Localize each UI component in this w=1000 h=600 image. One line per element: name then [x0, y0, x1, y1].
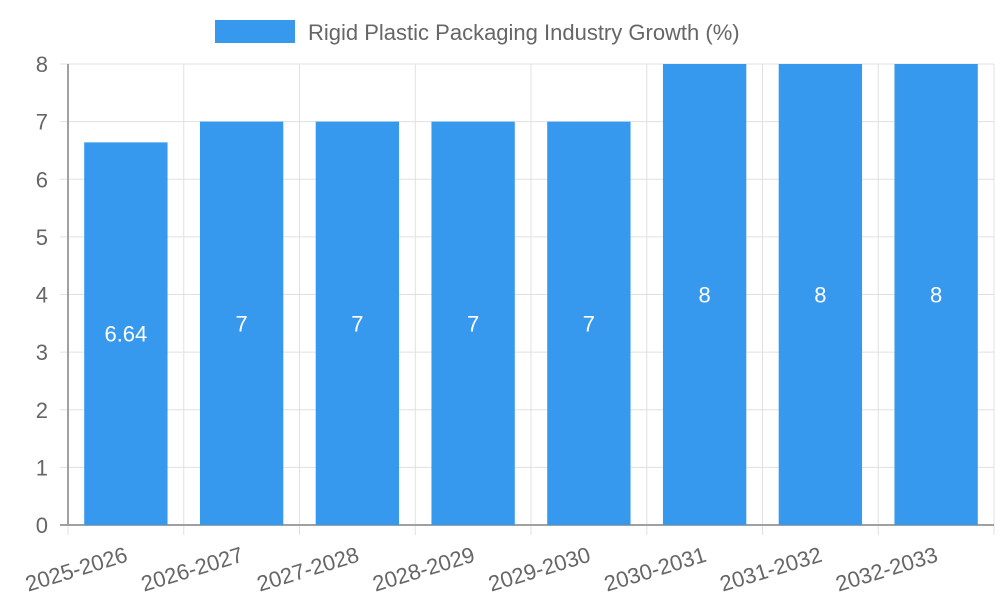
bar-value-label: 6.64	[104, 322, 147, 347]
x-tick-label: 2026-2027	[138, 542, 246, 597]
label-layer: 6.64 7 7 7 7 8 8 8	[104, 283, 942, 347]
legend[interactable]: Rigid Plastic Packaging Industry Growth …	[215, 20, 740, 45]
bar-value-label: 8	[814, 283, 826, 308]
bar-value-label: 7	[351, 311, 363, 336]
bar-value-label: 7	[583, 311, 595, 336]
y-tick-label: 3	[36, 340, 48, 365]
y-tick-label: 6	[36, 167, 48, 192]
x-tick-label: 2028-2029	[370, 542, 478, 597]
y-tick-label: 7	[36, 110, 48, 135]
x-tick-label: 2032-2033	[833, 542, 941, 597]
bar-value-label: 7	[467, 311, 479, 336]
y-tick-label: 2	[36, 398, 48, 423]
x-tick-label: 2025-2026	[22, 542, 130, 597]
y-tick-label: 8	[36, 52, 48, 77]
y-tick-label: 1	[36, 455, 48, 480]
bar-value-label: 8	[699, 283, 711, 308]
bar-2025-2026[interactable]	[84, 142, 168, 525]
x-tick-label: 2030-2031	[601, 542, 709, 597]
bar-2026-2027[interactable]	[199, 121, 284, 525]
x-tick-label: 2031-2032	[717, 542, 825, 597]
legend-label[interactable]: Rigid Plastic Packaging Industry Growth …	[308, 20, 740, 45]
bar-2031-2032[interactable]	[778, 64, 863, 525]
bar-2027-2028[interactable]	[315, 121, 400, 525]
bar-value-label: 7	[236, 311, 248, 336]
bar-2029-2030[interactable]	[547, 121, 631, 525]
bar-2032-2033[interactable]	[894, 64, 978, 525]
x-tick-label: 2029-2030	[485, 542, 593, 597]
y-tick-label: 5	[36, 225, 48, 250]
bar-value-label: 8	[930, 283, 942, 308]
legend-swatch[interactable]	[215, 20, 295, 43]
y-tick-label: 0	[36, 513, 48, 538]
x-tick-label: 2027-2028	[254, 542, 362, 597]
y-tick-label: 4	[36, 283, 48, 308]
bar-layer	[84, 64, 978, 525]
bar-2030-2031[interactable]	[662, 64, 747, 525]
bar-2028-2029[interactable]	[431, 121, 515, 525]
